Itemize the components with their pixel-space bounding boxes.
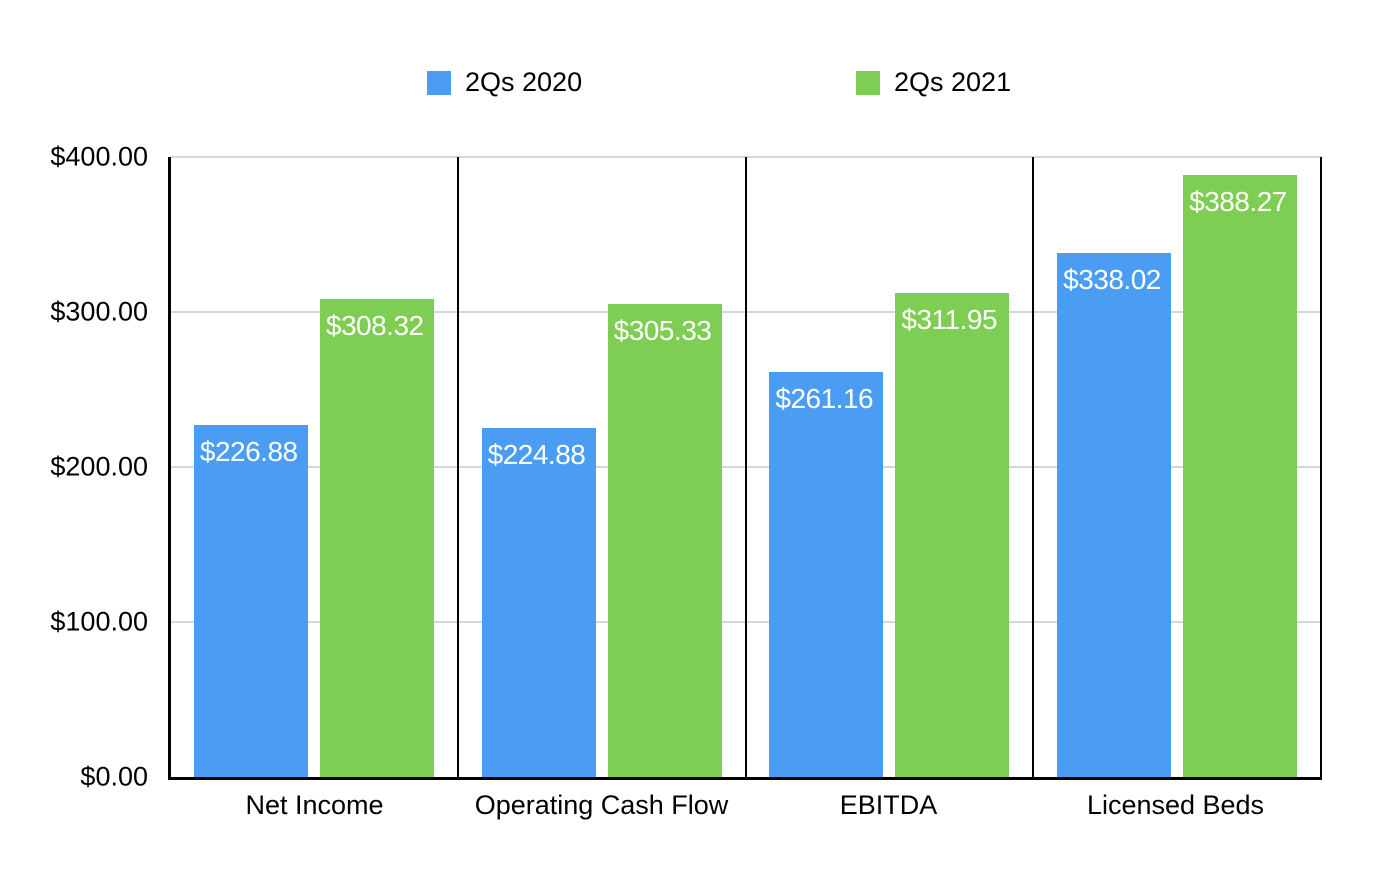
y-tick-label: $0.00	[80, 761, 148, 792]
y-tick-label: $100.00	[50, 606, 148, 637]
gridline	[171, 466, 1322, 468]
bar-value-label: $308.32	[325, 310, 424, 342]
category-panel-ebitda: $261.16 $311.95	[747, 157, 1035, 777]
legend-item-2qs-2020: 2Qs 2020	[427, 69, 582, 96]
bar-2qs-2020-net-income: $226.88	[193, 425, 308, 777]
bar-2qs-2021-operating-cash-flow: $305.33	[607, 303, 722, 777]
legend-swatch-2020	[427, 70, 451, 95]
category-panels: $226.88 $308.32 $224.88 $305.33 $261.16 $311.…	[171, 157, 1322, 777]
gridlines	[171, 156, 1322, 777]
x-axis: Net Income Operating Cash Flow EBITDA Licen…	[171, 790, 1319, 821]
bar-value-label: $305.33	[613, 314, 712, 346]
bar-value-label: $261.16	[775, 383, 874, 415]
category-panel-licensed-beds: $338.02 $388.27	[1034, 157, 1322, 777]
bar-value-label: $224.88	[487, 439, 586, 471]
bar-2qs-2021-ebitda: $311.95	[895, 293, 1010, 777]
y-tick-label: $200.00	[50, 451, 148, 482]
legend-item-2qs-2021: 2Qs 2021	[856, 69, 1011, 96]
bar-value-label: $311.95	[901, 304, 998, 336]
bar-2qs-2021-licensed-beds: $388.27	[1183, 175, 1298, 777]
gridline	[171, 311, 1322, 313]
bar-value-label: $338.02	[1063, 264, 1161, 296]
x-category-label: Operating Cash Flow	[474, 790, 729, 820]
legend-swatch-2021	[856, 70, 880, 95]
bar-2qs-2020-ebitda: $261.16	[769, 372, 884, 777]
category-panel-net-income: $226.88 $308.32	[171, 157, 459, 777]
x-category-label: Net Income	[245, 790, 384, 820]
legend-label-2021: 2Qs 2021	[894, 67, 1012, 97]
bar-value-label: $388.27	[1189, 186, 1287, 218]
plot-area: $226.88 $308.32 $224.88 $305.33 $261.16 $311.…	[168, 156, 1322, 780]
y-axis: $400.00 $300.00 $200.00 $100.00 $0.00	[0, 142, 148, 792]
gridline	[171, 621, 1322, 623]
category-panel-operating-cash-flow: $224.88 $305.33	[459, 157, 747, 777]
x-category-label: EBITDA	[839, 790, 938, 820]
legend-label-2020: 2Qs 2020	[465, 67, 583, 97]
bar-2qs-2020-licensed-beds: $338.02	[1057, 253, 1172, 777]
y-tick-label: $300.00	[50, 296, 148, 327]
y-tick-label: $400.00	[50, 141, 148, 172]
gridline	[171, 156, 1322, 158]
x-category-label: Licensed Beds	[1086, 790, 1265, 820]
bar-2qs-2021-net-income: $308.32	[319, 299, 434, 777]
bar-value-label: $226.88	[199, 436, 298, 468]
bar-2qs-2020-operating-cash-flow: $224.88	[481, 428, 596, 777]
